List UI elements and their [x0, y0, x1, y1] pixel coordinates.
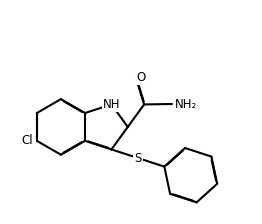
Text: NH: NH: [103, 98, 120, 111]
Text: O: O: [136, 71, 145, 84]
Text: S: S: [134, 151, 141, 164]
Text: Cl: Cl: [21, 134, 33, 147]
Text: NH₂: NH₂: [174, 97, 197, 110]
